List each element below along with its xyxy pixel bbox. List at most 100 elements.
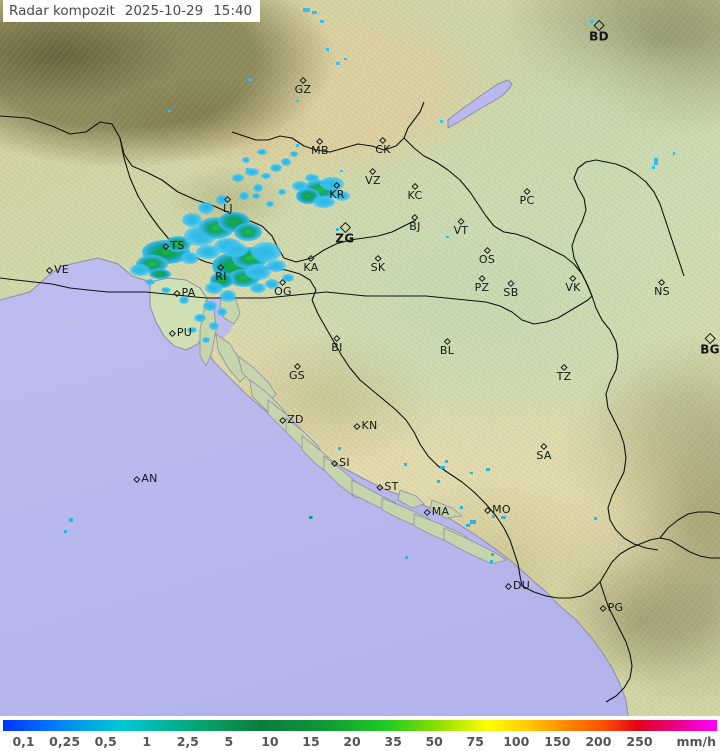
station-code-label: NS: [654, 285, 670, 298]
legend-tick-6: 10: [261, 734, 279, 749]
station-diamond-icon: [333, 334, 341, 343]
legend-tick-3: 1: [142, 734, 152, 749]
station-code-label: SB: [503, 286, 519, 299]
station-diamond-icon: [411, 182, 419, 191]
legend-tick-1: 0,25: [49, 734, 81, 749]
station-code-label: RI: [215, 270, 227, 283]
station-code-label: VE: [53, 263, 70, 276]
station-marker-bj: BJ: [409, 213, 421, 233]
legend-tick-5: 5: [224, 734, 234, 749]
legend-tick-14: 200: [585, 734, 612, 749]
station-diamond-icon: [599, 604, 607, 612]
station-marker-kn: KN: [353, 419, 378, 432]
station-diamond-icon: [173, 289, 181, 297]
station-code-label: SK: [370, 261, 386, 274]
legend-tick-7: 15: [302, 734, 320, 749]
station-marker-an: AN: [133, 473, 157, 485]
station-marker-sk: SK: [370, 254, 386, 274]
station-marker-vz: VZ: [365, 167, 381, 187]
station-marker-mb: MB: [311, 137, 329, 157]
station-code-label: KN: [361, 419, 378, 432]
station-diamond-icon: [593, 19, 605, 32]
station-diamond-icon: [307, 254, 315, 263]
station-diamond-icon: [411, 213, 419, 222]
station-diamond-icon: [484, 506, 492, 514]
station-diamond-icon: [331, 459, 339, 467]
legend-tick-0: 0,1: [12, 734, 35, 749]
station-code-label: KC: [407, 189, 423, 202]
station-code-label: GZ: [294, 83, 312, 96]
legend-tick-9: 35: [384, 734, 402, 749]
station-code-label: BD: [589, 29, 609, 44]
legend-tick-4: 2,5: [176, 734, 199, 749]
station-diamond-icon: [523, 187, 531, 196]
radar-map[interactable]: GZ BD MB CK VZ KR KC PC LJ BJ VT ZG TS SK OS VE KA VK NS RI…: [0, 0, 720, 716]
station-code-label: KA: [303, 261, 319, 274]
station-marker-kc: KC: [407, 182, 423, 202]
title-bar: Radar kompozit 2025-10-29 15:40: [3, 0, 261, 22]
station-marker-ma: MA: [423, 505, 450, 518]
station-diamond-icon: [540, 442, 548, 451]
observation-time: 15:40: [213, 3, 253, 19]
station-marker-ck: CK: [375, 136, 391, 156]
station-marker-pu: PU: [168, 327, 192, 339]
station-code-label: GS: [288, 369, 306, 382]
station-diamond-icon: [379, 136, 387, 145]
station-code-label: VZ: [365, 174, 381, 187]
station-marker-ve: VE: [45, 263, 70, 276]
legend-tick-labels: mm/h 0,1 0,25 0,5 1 2,5 5 10 15 20 35 50 75 100 150 20…: [0, 732, 720, 751]
station-code-label: MA: [431, 505, 450, 518]
station-marker-gz: GZ: [294, 76, 312, 96]
precipitation-colorbar: [3, 720, 717, 731]
station-diamond-icon: [569, 274, 577, 283]
station-code-label: KR: [329, 188, 345, 201]
station-diamond-icon: [339, 221, 351, 234]
legend-tick-8: 20: [343, 734, 361, 749]
station-code-label: BJ: [409, 220, 421, 233]
station-diamond-icon: [224, 195, 232, 204]
station-code-label: TZ: [556, 370, 572, 383]
station-diamond-icon: [504, 582, 512, 590]
station-diamond-icon: [483, 246, 491, 255]
station-marker-pa: PA: [173, 287, 195, 299]
station-marker-gs: GS: [288, 362, 306, 382]
station-marker-bl: BL: [440, 337, 454, 357]
station-marker-zd: ZD: [279, 413, 304, 426]
precipitation-legend: mm/h 0,1 0,25 0,5 1 2,5 5 10 15 20 35 50 75 100 150 20…: [0, 716, 720, 751]
station-code-label: VK: [565, 281, 581, 294]
station-marker-pg: PG: [599, 602, 624, 614]
station-diamond-icon: [217, 263, 225, 272]
station-code-label: SI: [339, 456, 350, 469]
legend-tick-12: 100: [503, 734, 530, 749]
legend-tick-10: 50: [425, 734, 443, 749]
legend-unit: mm/h: [676, 734, 716, 749]
station-code-label: ST: [384, 480, 399, 493]
station-code-label: MB: [311, 144, 329, 157]
station-code-label: MO: [492, 503, 511, 516]
legend-tick-2: 0,5: [94, 734, 117, 749]
station-code-label: ZD: [287, 413, 304, 426]
radar-echo-layer: [64, 8, 675, 563]
station-diamond-icon: [45, 266, 53, 274]
station-marker-vt: VT: [454, 217, 469, 237]
station-code-label: BG: [700, 342, 720, 357]
station-marker-sb: SB: [503, 279, 519, 299]
station-diamond-icon: [478, 274, 486, 283]
station-diamond-icon: [507, 279, 515, 288]
station-diamond-icon: [333, 181, 341, 190]
station-diamond-icon: [316, 137, 324, 146]
station-code-label: PC: [519, 194, 535, 207]
station-marker-sa: SA: [536, 442, 551, 462]
station-diamond-icon: [279, 278, 287, 287]
station-diamond-icon: [423, 508, 431, 516]
station-marker-st: ST: [376, 480, 399, 493]
station-diamond-icon: [353, 422, 361, 430]
station-marker-ts: TS: [162, 240, 184, 252]
station-marker-ns: NS: [654, 278, 670, 298]
legend-tick-15: 250: [626, 734, 653, 749]
station-marker-mo: MO: [484, 503, 511, 516]
station-code-label: OG: [274, 285, 292, 298]
station-marker-tz: TZ: [556, 363, 572, 383]
station-diamond-icon: [279, 416, 287, 424]
